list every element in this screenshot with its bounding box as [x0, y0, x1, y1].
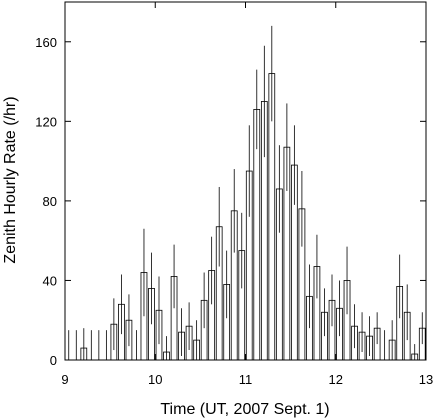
x-tick-label: 12: [329, 372, 343, 387]
x-tick-label: 10: [148, 372, 162, 387]
x-axis-title: Time (UT, 2007 Sept. 1): [160, 401, 329, 418]
y-tick-label: 40: [43, 273, 57, 288]
x-tick-label: 13: [419, 372, 433, 387]
y-axis-title: Zenith Hourly Rate (/hr): [2, 96, 19, 263]
x-tick-label: 9: [61, 372, 68, 387]
x-tick-label: 11: [239, 372, 253, 387]
y-tick-label: 80: [43, 194, 57, 209]
plot-frame: [64, 1, 427, 361]
y-tick-label: 160: [35, 35, 57, 50]
y-tick-label: 120: [35, 114, 57, 129]
y-tick-label: 0: [50, 353, 57, 368]
